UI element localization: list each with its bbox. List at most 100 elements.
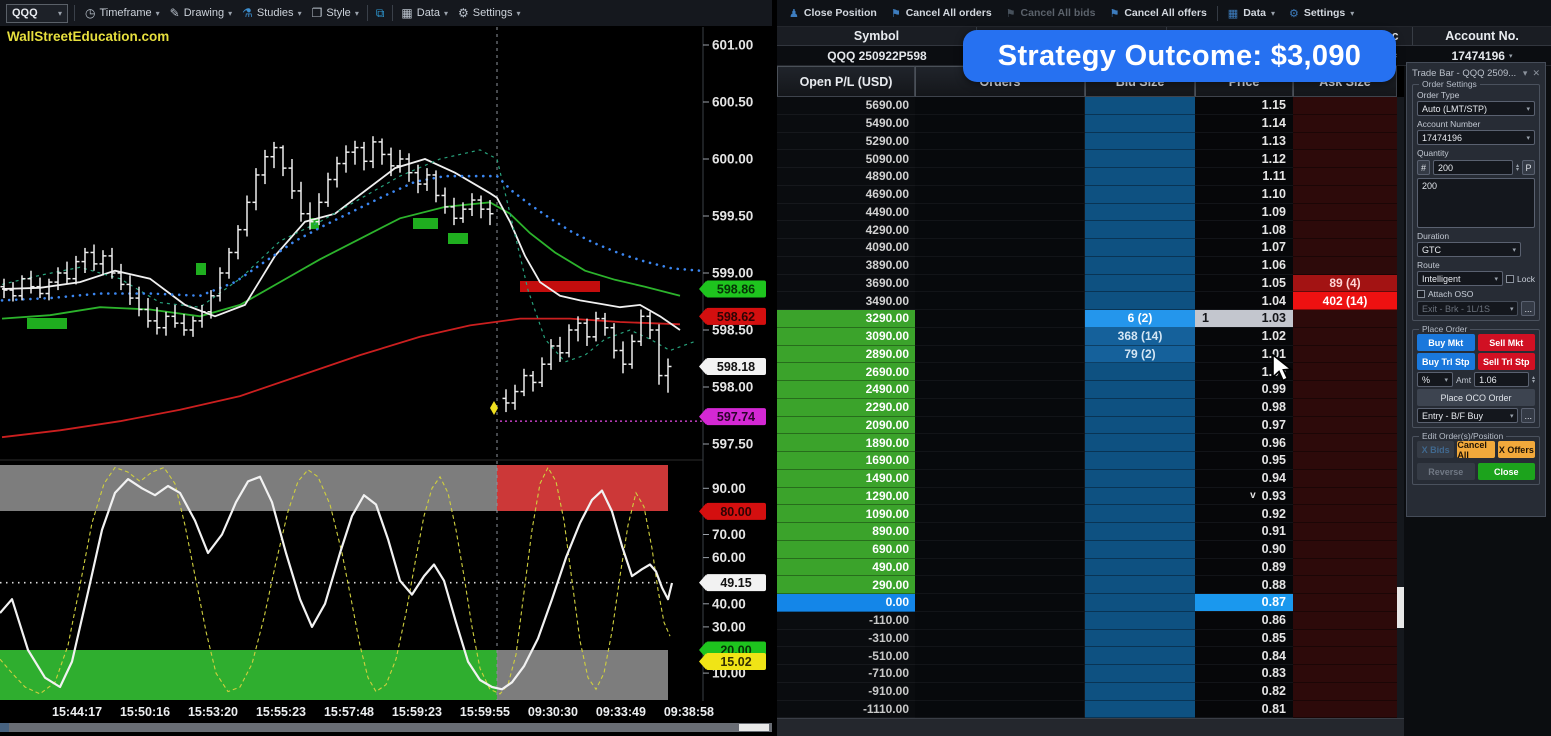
price-cell[interactable]: 0.84 <box>1195 647 1293 665</box>
price-cell[interactable]: 0.96 <box>1195 434 1293 452</box>
entry-preset-select[interactable]: Entry - B/F Buy ▾ <box>1417 408 1519 423</box>
lock-checkbox[interactable]: Lock <box>1506 274 1535 284</box>
chart-h-scrollbar[interactable] <box>0 723 772 732</box>
orders-cell[interactable] <box>915 505 1085 523</box>
ask-size-cell[interactable] <box>1293 611 1397 630</box>
price-cell[interactable]: 0.82 <box>1195 682 1293 701</box>
ask-size-cell[interactable] <box>1293 185 1397 204</box>
ask-size-cell[interactable] <box>1293 558 1397 577</box>
orders-cell[interactable] <box>915 398 1085 417</box>
bid-size-cell[interactable] <box>1085 452 1195 470</box>
price-chart[interactable]: 601.00600.50600.00599.50599.00598.50598.… <box>0 27 772 701</box>
ask-size-cell[interactable] <box>1293 381 1397 399</box>
orders-cell[interactable] <box>915 576 1085 594</box>
price-cell[interactable]: 0.99 <box>1195 381 1293 399</box>
orders-cell[interactable] <box>915 452 1085 470</box>
price-cell[interactable]: 1.15 <box>1195 97 1293 115</box>
ask-size-cell[interactable] <box>1293 434 1397 452</box>
orders-cell[interactable] <box>915 523 1085 541</box>
price-cell[interactable]: 1.05 <box>1195 274 1293 293</box>
bid-size-cell[interactable] <box>1085 132 1195 151</box>
entry-ellipsis-button[interactable]: ... <box>1521 408 1535 423</box>
price-cell[interactable]: 1.01 <box>1195 345 1293 364</box>
ask-size-cell[interactable] <box>1293 469 1397 488</box>
dom-toolbar-close-position[interactable]: ♟ Close Position <box>789 7 877 20</box>
ask-size-cell[interactable] <box>1293 363 1397 381</box>
bid-size-cell[interactable] <box>1085 381 1195 399</box>
dom-toolbar-data[interactable]: ▦ Data ▾ <box>1227 7 1275 20</box>
chart-toolbar-item-settings[interactable]: ⚙ Settings ▾ <box>458 6 521 20</box>
sell-trl-stp-button[interactable]: Sell Trl Stp <box>1477 353 1535 370</box>
ask-size-cell[interactable] <box>1293 523 1397 541</box>
orders-cell[interactable] <box>915 611 1085 630</box>
oso-ellipsis-button[interactable]: ... <box>1521 301 1535 316</box>
price-cell[interactable]: 1.14 <box>1195 114 1293 133</box>
orders-cell[interactable] <box>915 594 1085 612</box>
sell-mkt-button[interactable]: Sell Mkt <box>1477 334 1535 351</box>
orders-cell[interactable] <box>915 540 1085 559</box>
price-cell[interactable]: v 0.93 <box>1195 487 1293 506</box>
price-cell[interactable]: 0.87 <box>1195 594 1293 612</box>
ask-size-cell[interactable] <box>1293 168 1397 186</box>
symbol-select[interactable]: QQQ ▾ <box>6 3 68 23</box>
orders-cell[interactable] <box>915 292 1085 310</box>
ask-size-cell[interactable]: 89 (4) <box>1293 274 1397 293</box>
ask-size-cell[interactable] <box>1293 629 1397 648</box>
bid-size-cell[interactable] <box>1085 629 1195 648</box>
ladder-scrollbar[interactable] <box>1397 97 1404 718</box>
orders-cell[interactable] <box>915 274 1085 293</box>
orders-cell[interactable] <box>915 363 1085 381</box>
route-select[interactable]: Intelligent ▾ <box>1417 271 1504 286</box>
attach-oso-checkbox[interactable]: Attach OSO <box>1417 289 1535 299</box>
scrollbar-button[interactable] <box>0 723 9 732</box>
oso-preset-select[interactable]: Exit - Brk - 1L/1S ▾ <box>1417 301 1519 316</box>
ask-size-cell[interactable] <box>1293 647 1397 665</box>
ask-size-cell[interactable] <box>1293 327 1397 346</box>
chart-toolbar-item-style[interactable]: ❐ Style ▾ <box>311 6 359 20</box>
price-cell[interactable]: 0.95 <box>1195 452 1293 470</box>
col-account[interactable]: Account No. <box>1445 29 1519 43</box>
price-cell[interactable]: 1.06 <box>1195 256 1293 275</box>
close-icon[interactable]: ✕ <box>1532 67 1540 78</box>
quantity-presets[interactable]: 200 <box>1417 178 1535 228</box>
chart-toolbar-item-timeframe[interactable]: ◷ Timeframe ▾ <box>85 6 160 20</box>
orders-cell[interactable] <box>915 345 1085 364</box>
col-symbol[interactable]: Symbol <box>777 27 977 45</box>
qty-p-button[interactable]: P <box>1522 160 1535 175</box>
orders-cell[interactable] <box>915 203 1085 222</box>
bid-size-cell[interactable] <box>1085 221 1195 239</box>
bid-size-cell[interactable] <box>1085 540 1195 559</box>
chart-toolbar-item-icon[interactable]: ⧉ <box>372 0 389 26</box>
price-cell[interactable]: 0.92 <box>1195 505 1293 523</box>
bid-size-cell[interactable] <box>1085 558 1195 577</box>
chart-toolbar-item-drawing[interactable]: ✎ Drawing ▾ <box>169 6 233 20</box>
bid-size-cell[interactable]: 6 (2) <box>1085 310 1195 328</box>
ask-size-cell[interactable]: 402 (14) <box>1293 292 1397 310</box>
price-cell[interactable]: 0.83 <box>1195 665 1293 683</box>
chart-toolbar-item-data[interactable]: ▦ Data ▾ <box>401 6 449 20</box>
price-cell[interactable]: 1.02 <box>1195 327 1293 346</box>
orders-cell[interactable] <box>915 239 1085 257</box>
ask-size-cell[interactable] <box>1293 416 1397 435</box>
bid-size-cell[interactable] <box>1085 594 1195 612</box>
qty-hash-button[interactable]: # <box>1417 160 1430 175</box>
x-bids-button[interactable]: X Bids <box>1417 441 1455 458</box>
price-cell[interactable]: 1.13 <box>1195 132 1293 151</box>
ask-size-cell[interactable] <box>1293 150 1397 168</box>
price-cell[interactable]: 0.81 <box>1195 700 1293 719</box>
bid-size-cell[interactable] <box>1085 363 1195 381</box>
orders-cell[interactable] <box>915 97 1085 115</box>
ask-size-cell[interactable] <box>1293 576 1397 594</box>
orders-cell[interactable] <box>915 381 1085 399</box>
ask-size-cell[interactable] <box>1293 505 1397 523</box>
quantity-stepper[interactable]: ▴ ▾ <box>1515 162 1519 173</box>
chevron-down-icon[interactable]: ▾ <box>1522 67 1528 78</box>
price-cell[interactable]: 0.88 <box>1195 576 1293 594</box>
price-cell[interactable]: 0.91 <box>1195 523 1293 541</box>
ask-size-cell[interactable] <box>1293 345 1397 364</box>
place-oco-button[interactable]: Place OCO Order <box>1417 389 1535 406</box>
price-cell[interactable]: 1.11 <box>1195 168 1293 186</box>
bid-size-cell[interactable] <box>1085 239 1195 257</box>
buy-mkt-button[interactable]: Buy Mkt <box>1417 334 1475 351</box>
orders-cell[interactable] <box>915 469 1085 488</box>
